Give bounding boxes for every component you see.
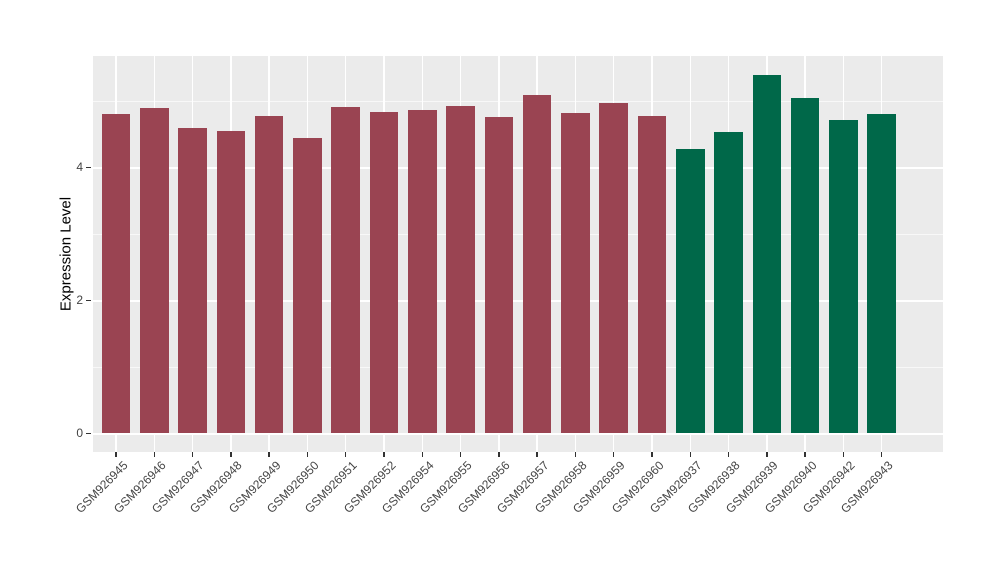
x-tick [804,452,806,457]
bar-GSM926948 [216,131,246,433]
major-gridline [93,167,943,169]
minor-gridline [93,233,943,235]
bar-GSM926945 [101,113,131,433]
bar-GSM926951 [331,107,360,433]
x-tick [459,452,462,457]
x-tick [306,452,309,457]
x-tick [383,452,385,457]
x-tick [421,452,424,457]
x-tick [153,452,155,457]
y-axis-title: Expression Level [57,196,75,312]
bar-GSM926939 [752,75,782,433]
x-tick [880,452,883,457]
x-tick [498,452,500,457]
bar-GSM926957 [522,94,552,433]
x-tick [268,452,270,457]
y-tick [86,299,91,301]
major-gridline [93,433,943,435]
x-tick [115,452,117,457]
bar-GSM926955 [446,105,475,433]
bar-GSM926938 [714,131,743,433]
x-tick [766,452,768,457]
x-tick [344,452,347,457]
x-tick [230,452,232,457]
x-tick [612,452,615,457]
bar-GSM926954 [408,110,437,433]
major-gridline [93,300,943,302]
bar-GSM926950 [293,137,322,433]
x-tick [574,452,577,457]
bar-GSM926942 [829,120,858,433]
bar-GSM926946 [140,107,169,433]
x-tick [689,452,692,457]
bar-GSM926940 [790,97,820,433]
minor-gridline [93,100,943,102]
bar-GSM926956 [484,117,514,433]
y-tick [86,432,91,434]
y-tick-label-text: 0 [76,426,83,440]
bar-GSM926949 [254,115,284,433]
x-tick [536,452,538,457]
bar-GSM926943 [867,113,896,433]
bar-GSM926959 [599,103,628,433]
bar-GSM926937 [676,149,705,433]
bar-GSM926960 [637,115,667,433]
y-tick-label-text: 4 [76,160,83,174]
x-tick [651,452,653,457]
bar-GSM926952 [369,112,399,433]
x-tick [842,452,845,457]
y-tick-label-text: 2 [76,293,83,307]
x-tick [191,452,194,457]
bar-GSM926958 [561,113,590,433]
y-tick [86,166,91,168]
minor-gridline [93,366,943,368]
plot-panel [93,56,943,452]
bar-GSM926947 [178,127,207,433]
x-tick [727,452,730,457]
